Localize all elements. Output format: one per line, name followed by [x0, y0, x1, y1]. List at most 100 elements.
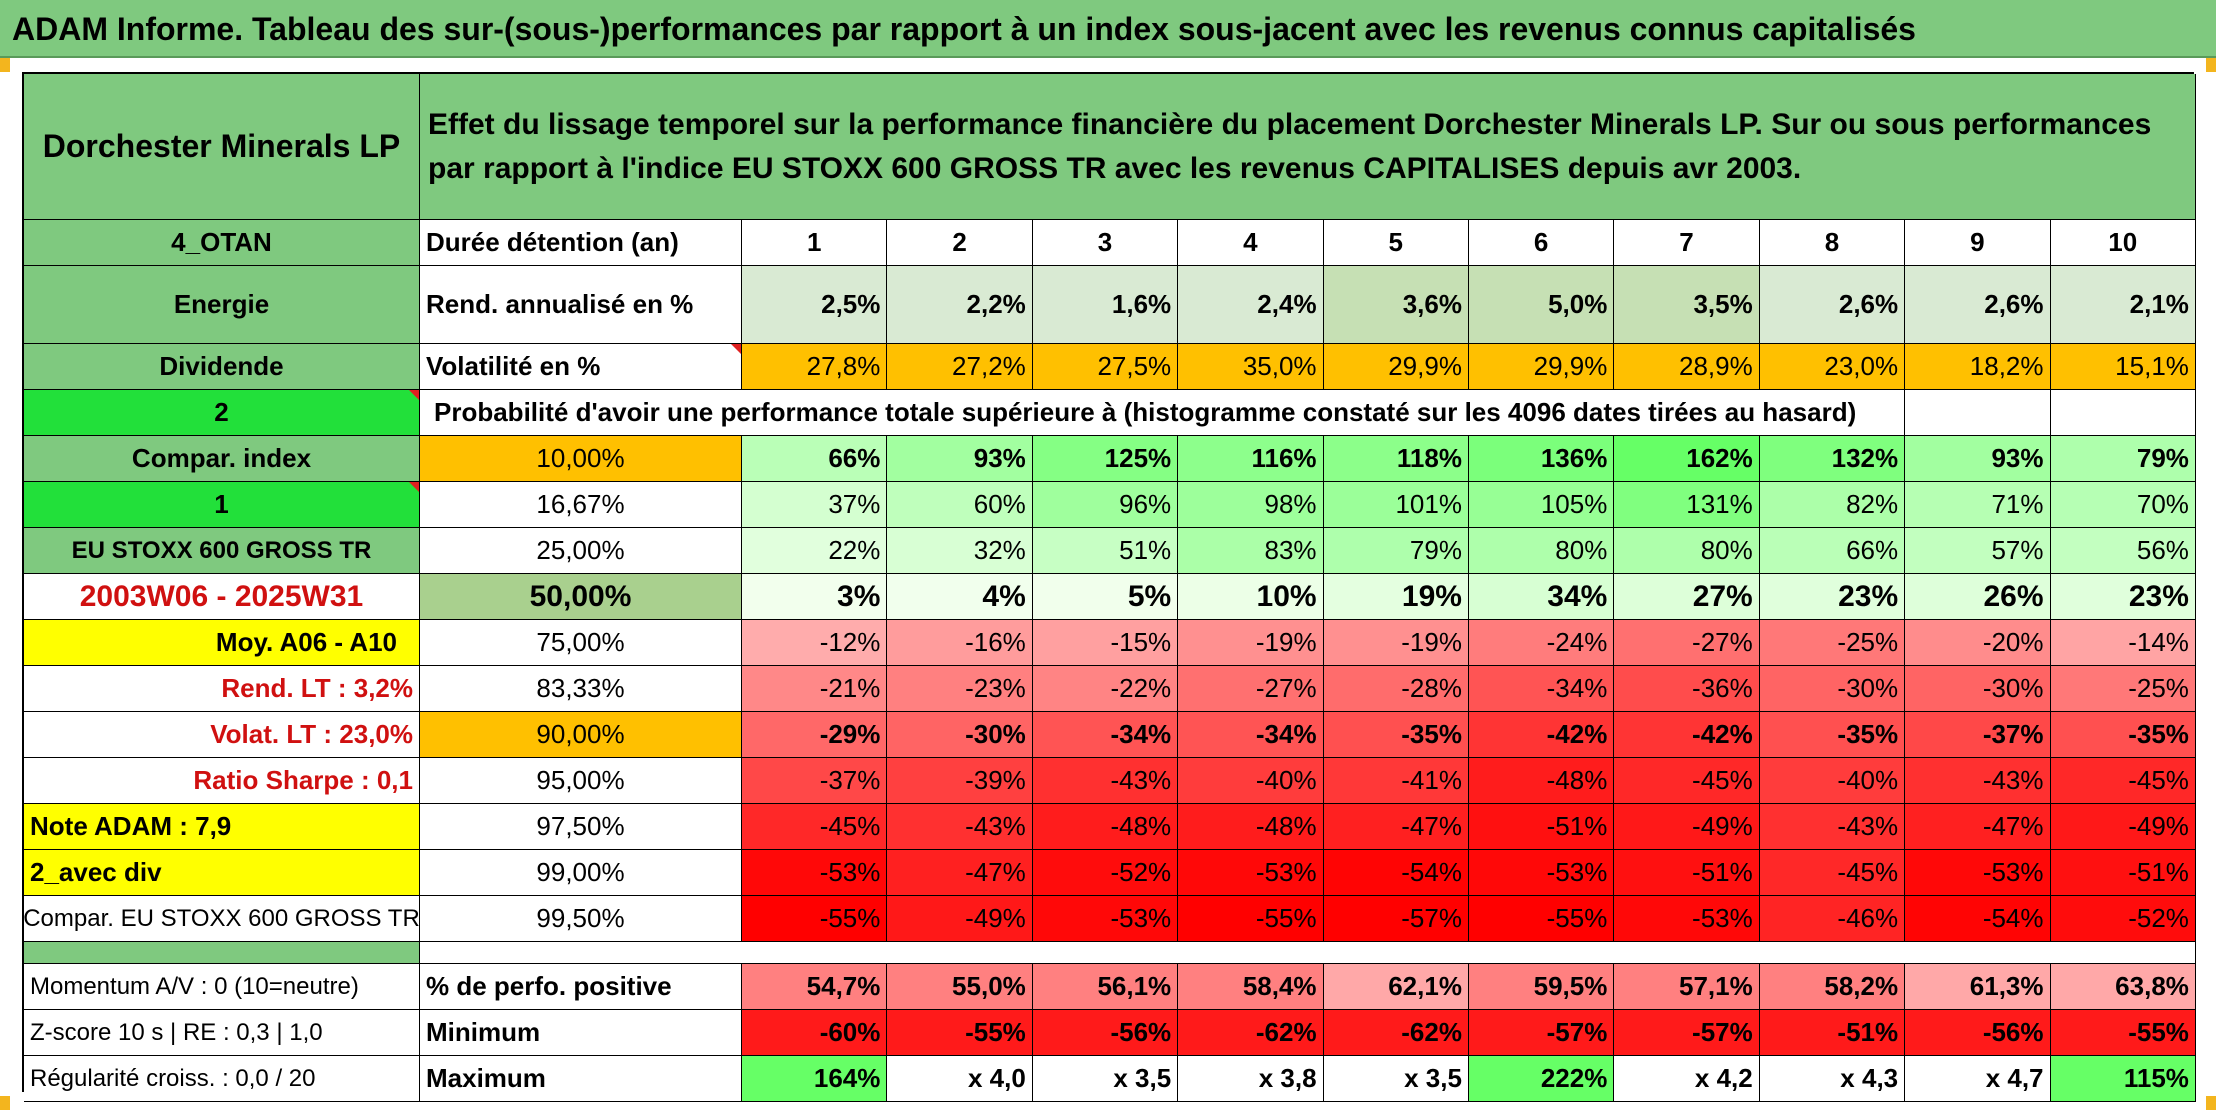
- spacer-cell: [24, 942, 420, 964]
- quantile-value: -43%: [1032, 758, 1179, 804]
- quantile-value: 22%: [742, 528, 888, 574]
- quantile-value: -51%: [1614, 850, 1760, 896]
- quantile-value: -23%: [887, 666, 1033, 712]
- quantile-value: -46%: [1759, 896, 1906, 942]
- quantile-label: 25,00%: [420, 528, 742, 574]
- quantile-value: -53%: [742, 850, 888, 896]
- quantile-value: -27%: [1614, 620, 1760, 666]
- quantile-value: -47%: [1323, 804, 1469, 850]
- fund-name: Dorchester Minerals LP: [24, 74, 420, 220]
- maximum-value: x 3,5: [1032, 1056, 1179, 1102]
- quantile-value: 136%: [1468, 436, 1615, 482]
- quantile-value: 5%: [1032, 574, 1179, 620]
- quantile-value: -36%: [1614, 666, 1760, 712]
- quantile-value: -35%: [1323, 712, 1469, 758]
- quantile-value: -49%: [1614, 804, 1760, 850]
- quantile-value: -12%: [742, 620, 888, 666]
- zscore-label: Z-score 10 s | RE : 0,3 | 1,0: [24, 1010, 420, 1056]
- quantile-label: 99,00%: [420, 850, 742, 896]
- performance-table: Dorchester Minerals LP Effet du lissage …: [22, 72, 2196, 1102]
- maximum-value: x 3,5: [1323, 1056, 1469, 1102]
- positive-value: 63,8%: [2050, 964, 2196, 1010]
- quantile-value: 34%: [1468, 574, 1615, 620]
- year-header: 8: [1759, 220, 1906, 266]
- maximum-value: 115%: [2050, 1056, 2196, 1102]
- volat-value: 35,0%: [1178, 344, 1324, 390]
- positive-value: 55,0%: [887, 964, 1033, 1010]
- quantile-value: 131%: [1614, 482, 1760, 528]
- rend-value: 2,5%: [742, 266, 888, 344]
- proba-label: Probabilité d'avoir une performance tota…: [420, 390, 1906, 436]
- quantile-value: -53%: [1468, 850, 1615, 896]
- quantile-value: 80%: [1614, 528, 1760, 574]
- rend-value: 3,6%: [1323, 266, 1469, 344]
- quantile-value: -28%: [1323, 666, 1469, 712]
- quantile-value: -45%: [1614, 758, 1760, 804]
- portfolio-code: 4_OTAN: [24, 220, 420, 266]
- quantile-label: 50,00%: [420, 574, 742, 620]
- quantile-value: -51%: [2050, 850, 2196, 896]
- minimum-value: -55%: [887, 1010, 1033, 1056]
- rend-value: 5,0%: [1468, 266, 1615, 344]
- quantile-value: -29%: [742, 712, 888, 758]
- quantile-value: -22%: [1032, 666, 1179, 712]
- quantile-value: -47%: [1905, 804, 2051, 850]
- minimum-label: Minimum: [420, 1010, 742, 1056]
- quantile-value: -48%: [1468, 758, 1615, 804]
- maximum-value: x 4,7: [1905, 1056, 2051, 1102]
- volat-value: 27,5%: [1032, 344, 1179, 390]
- rend-lt: Rend. LT : 3,2%: [24, 666, 420, 712]
- quantile-value: 27%: [1614, 574, 1760, 620]
- volat-value: 27,2%: [887, 344, 1033, 390]
- positive-value: 61,3%: [1905, 964, 2051, 1010]
- selector-value[interactable]: 1: [24, 482, 420, 528]
- quantile-label: 16,67%: [420, 482, 742, 528]
- volat-value: 29,9%: [1323, 344, 1469, 390]
- quantile-value: 3%: [742, 574, 888, 620]
- positive-value: 57,1%: [1614, 964, 1760, 1010]
- quantile-value: -48%: [1178, 804, 1324, 850]
- rend-value: 2,6%: [1905, 266, 2051, 344]
- quantile-value: 96%: [1032, 482, 1179, 528]
- dividend-mode: 2_avec div: [24, 850, 420, 896]
- quantile-value: -53%: [1614, 896, 1760, 942]
- minimum-value: -57%: [1468, 1010, 1615, 1056]
- quantile-value: 4%: [887, 574, 1033, 620]
- quantile-value: -57%: [1323, 896, 1469, 942]
- quantile-label: 75,00%: [420, 620, 742, 666]
- volat-value: 23,0%: [1759, 344, 1906, 390]
- year-header: 9: [1905, 220, 2051, 266]
- quantile-value: -19%: [1323, 620, 1469, 666]
- type-label: Dividende: [24, 344, 420, 390]
- quantile-value: -42%: [1468, 712, 1615, 758]
- minimum-value: -56%: [1905, 1010, 2051, 1056]
- quantile-value: 70%: [2050, 482, 2196, 528]
- rend-value: 1,6%: [1032, 266, 1179, 344]
- table-description: Effet du lissage temporel sur la perform…: [420, 74, 2196, 220]
- quantile-value: 37%: [742, 482, 888, 528]
- index-name: EU STOXX 600 GROSS TR: [24, 528, 420, 574]
- corner-marker: [2206, 1096, 2216, 1110]
- empty-cell: [1905, 390, 2051, 436]
- positive-value: 54,7%: [742, 964, 888, 1010]
- quantile-value: -55%: [1468, 896, 1615, 942]
- quantile-value: -54%: [1905, 896, 2051, 942]
- quantile-label: 99,50%: [420, 896, 742, 942]
- minimum-value: -56%: [1032, 1010, 1179, 1056]
- minimum-value: -51%: [1759, 1010, 1906, 1056]
- report-title: ADAM Informe. Tableau des sur-(sous-)per…: [0, 0, 2216, 58]
- quantile-label: 95,00%: [420, 758, 742, 804]
- average-label: Moy. A06 - A10: [24, 620, 420, 666]
- quantile-value: 26%: [1905, 574, 2051, 620]
- selector-value[interactable]: 2: [24, 390, 420, 436]
- quantile-value: 10%: [1178, 574, 1324, 620]
- quantile-value: -34%: [1032, 712, 1179, 758]
- quantile-value: -40%: [1178, 758, 1324, 804]
- quantile-value: -53%: [1905, 850, 2051, 896]
- quantile-value: 105%: [1468, 482, 1615, 528]
- maximum-value: x 3,8: [1178, 1056, 1324, 1102]
- quantile-value: -53%: [1032, 896, 1179, 942]
- quantile-value: -52%: [2050, 896, 2196, 942]
- quantile-value: -40%: [1759, 758, 1906, 804]
- rend-value: 2,6%: [1759, 266, 1906, 344]
